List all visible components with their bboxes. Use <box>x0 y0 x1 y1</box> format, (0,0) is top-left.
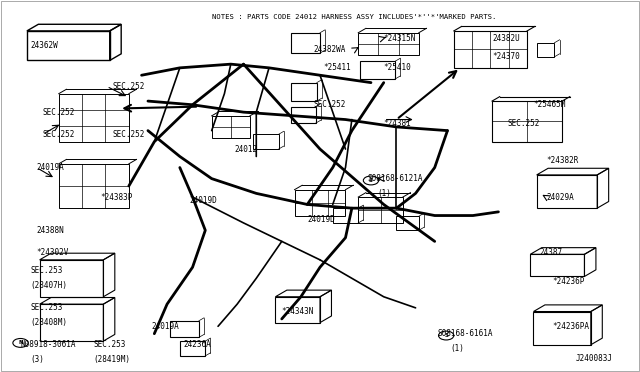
Text: *24236PA: *24236PA <box>552 322 589 331</box>
Text: *25410: *25410 <box>384 63 412 72</box>
Text: *24370: *24370 <box>492 52 520 61</box>
Text: 24236A: 24236A <box>183 340 211 349</box>
Text: S: S <box>369 178 373 183</box>
Text: 24019D: 24019D <box>307 215 335 224</box>
Text: (1): (1) <box>451 344 465 353</box>
Text: *24343N: *24343N <box>282 307 314 316</box>
Text: *24236P: *24236P <box>552 278 585 286</box>
Text: 24387: 24387 <box>540 248 563 257</box>
Text: 24019D: 24019D <box>189 196 217 205</box>
Text: *25411: *25411 <box>323 63 351 72</box>
Text: SEC.252: SEC.252 <box>113 82 145 91</box>
Text: 24019A: 24019A <box>36 163 64 172</box>
Text: 24019A: 24019A <box>151 322 179 331</box>
Text: 24362W: 24362W <box>30 41 58 50</box>
Text: 24029A: 24029A <box>546 193 574 202</box>
Text: NOTES : PARTS CODE 24012 HARNESS ASSY INCLUDES'*''*'MARKED PARTS.: NOTES : PARTS CODE 24012 HARNESS ASSY IN… <box>212 14 496 20</box>
Text: (28419M): (28419M) <box>94 355 131 364</box>
Text: 24382U: 24382U <box>492 34 520 43</box>
Text: SEC.253: SEC.253 <box>30 303 63 312</box>
Text: (1): (1) <box>378 189 391 198</box>
Text: *25465M: *25465M <box>534 100 566 109</box>
Text: SEC.252: SEC.252 <box>43 108 75 117</box>
Text: (28408M): (28408M) <box>30 318 67 327</box>
Text: N: N <box>18 340 23 346</box>
Text: N08918-3061A: N08918-3061A <box>20 340 76 349</box>
Text: 24382WA: 24382WA <box>314 45 346 54</box>
Text: SEC.252: SEC.252 <box>43 130 75 139</box>
Text: *24382R: *24382R <box>546 155 579 165</box>
Text: SEC.252: SEC.252 <box>113 130 145 139</box>
Text: 24012: 24012 <box>234 145 257 154</box>
Text: (28407H): (28407H) <box>30 281 67 290</box>
Text: SEC.252: SEC.252 <box>314 100 346 109</box>
Text: *24302V: *24302V <box>36 248 69 257</box>
Text: S08168-6121A: S08168-6121A <box>368 174 423 183</box>
Text: S08168-6161A: S08168-6161A <box>438 329 493 338</box>
Text: S: S <box>444 333 448 338</box>
Text: *24383P: *24383P <box>100 193 132 202</box>
Text: J240083J: J240083J <box>576 354 613 363</box>
Text: SEC.253: SEC.253 <box>94 340 126 349</box>
Text: SEC.252: SEC.252 <box>508 119 540 128</box>
Text: SEC.253: SEC.253 <box>30 266 63 275</box>
Text: (3): (3) <box>30 355 44 364</box>
Text: *24381: *24381 <box>384 119 412 128</box>
Text: *24315N: *24315N <box>384 34 416 43</box>
Text: 24388N: 24388N <box>36 226 64 235</box>
